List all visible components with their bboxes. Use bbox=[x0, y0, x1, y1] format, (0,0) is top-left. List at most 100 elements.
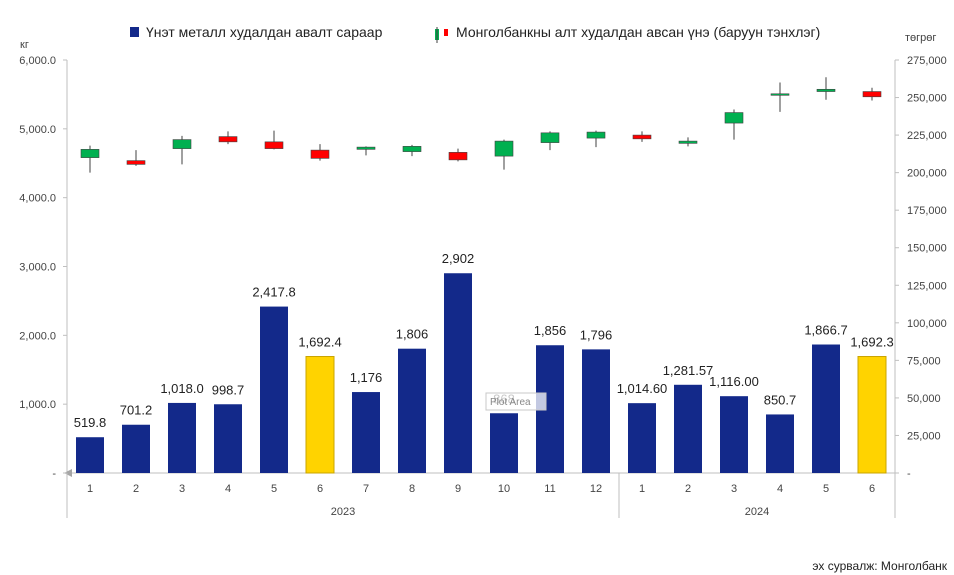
plot-area-tooltip: Plot Area bbox=[485, 392, 547, 411]
bar-value-label: 2,417.8 bbox=[252, 285, 295, 300]
right-tick-label: 75,000 bbox=[907, 355, 941, 367]
x-tick-label: 12 bbox=[590, 483, 602, 495]
bar-value-label: 850.7 bbox=[764, 392, 797, 407]
right-tick-label: 125,000 bbox=[907, 280, 947, 292]
right-tick-label: 100,000 bbox=[907, 318, 947, 330]
left-tick-label: 5,000.0 bbox=[19, 124, 56, 136]
right-axis-unit: төгрөг bbox=[905, 32, 936, 44]
candle-body bbox=[724, 112, 744, 124]
legend: Үнэт металл худалдан авалт сараар Монгол… bbox=[130, 24, 820, 43]
bar-value-label: 998.7 bbox=[212, 382, 245, 397]
right-tick-label: 200,000 bbox=[907, 168, 947, 180]
bar bbox=[168, 402, 196, 473]
left-tick-label: - bbox=[52, 468, 56, 480]
bar-value-label: 1,692.3 bbox=[850, 335, 893, 350]
bar-value-label: 1,866.7 bbox=[804, 323, 847, 338]
left-tick-label: 4,000.0 bbox=[19, 193, 56, 205]
candle-body bbox=[494, 140, 514, 157]
candlestick bbox=[310, 144, 330, 161]
bar bbox=[214, 404, 242, 473]
left-tick-label: 6,000.0 bbox=[19, 55, 56, 67]
bar bbox=[398, 348, 426, 473]
candle-body bbox=[540, 132, 560, 143]
bar-value-label: 1,856 bbox=[534, 323, 567, 338]
candle-body bbox=[310, 149, 330, 159]
legend-bar-label: Үнэт металл худалдан авалт сараар bbox=[146, 24, 383, 40]
x-tick-label: 1 bbox=[639, 483, 645, 495]
right-tick-label: 250,000 bbox=[907, 93, 947, 105]
candle-body bbox=[80, 149, 100, 158]
candlestick bbox=[678, 137, 698, 147]
candlestick bbox=[586, 130, 606, 148]
candlestick bbox=[402, 144, 422, 157]
bar bbox=[812, 344, 840, 473]
candlestick bbox=[816, 77, 836, 100]
bar bbox=[720, 396, 748, 473]
legend-candle-label: Монголбанкны алт худалдан авсан үнэ (бар… bbox=[456, 24, 820, 40]
left-axis-unit: кг bbox=[20, 39, 29, 51]
bar bbox=[628, 403, 656, 473]
candle-body bbox=[126, 160, 146, 165]
x-tick-label: 7 bbox=[363, 483, 369, 495]
bar bbox=[444, 273, 472, 473]
x-tick-label: 11 bbox=[544, 483, 555, 495]
bar bbox=[766, 414, 794, 473]
legend-candle-icon bbox=[435, 27, 448, 43]
bar-value-label: 1,692.4 bbox=[298, 335, 341, 350]
candlestick bbox=[126, 150, 146, 166]
x-tick-label: 4 bbox=[225, 483, 231, 495]
bar-value-label: 1,116.00 bbox=[709, 374, 759, 389]
candle-body bbox=[632, 134, 652, 140]
bar bbox=[260, 306, 288, 473]
x-tick-label: 10 bbox=[498, 483, 510, 495]
candlestick bbox=[724, 109, 744, 140]
left-axis-ticks: - 1,000.0 2,000.0 3,000.0 4,000.0 5,000.0 6,00… bbox=[19, 55, 67, 480]
candle-body bbox=[402, 146, 422, 152]
candle-body bbox=[816, 88, 836, 92]
candlestick-series bbox=[80, 77, 882, 173]
candle-body bbox=[172, 139, 192, 149]
axis-arrow-icon bbox=[64, 469, 72, 477]
candlestick bbox=[540, 131, 560, 151]
bar bbox=[490, 413, 518, 473]
candlestick bbox=[448, 148, 468, 162]
bar-value-label: 1,176 bbox=[350, 370, 383, 385]
right-tick-label: 175,000 bbox=[907, 205, 947, 217]
x-tick-label: 3 bbox=[179, 483, 185, 495]
x-tick-label: 5 bbox=[823, 483, 829, 495]
x-tick-label: 1 bbox=[87, 483, 93, 495]
candlestick bbox=[494, 139, 514, 170]
bar bbox=[305, 356, 335, 474]
left-tick-label: 2,000.0 bbox=[19, 330, 56, 342]
candle-body bbox=[678, 140, 698, 144]
legend-bar-swatch bbox=[130, 27, 139, 37]
right-axis-ticks: - 25,000 50,000 75,000 100,000 125,000 150,000… bbox=[895, 55, 947, 480]
x-axis-ticks: 1 2 3 4 5 6 7 8 9 10 11 12 1 2 3 4 5 6 bbox=[87, 483, 875, 495]
year-label: 2024 bbox=[745, 506, 769, 518]
bar-value-label: 1,014.60 bbox=[617, 381, 668, 396]
x-tick-label: 9 bbox=[455, 483, 461, 495]
source-note: эх сурвалж: Монголбанк bbox=[812, 559, 947, 573]
x-tick-label: 5 bbox=[271, 483, 277, 495]
bar bbox=[674, 384, 702, 473]
candle-body bbox=[218, 136, 238, 143]
candlestick bbox=[264, 130, 284, 150]
left-tick-label: 1,000.0 bbox=[19, 399, 56, 411]
candle-body bbox=[356, 146, 376, 150]
x-tick-label: 4 bbox=[777, 483, 783, 495]
x-tick-label: 6 bbox=[869, 483, 875, 495]
bar-value-label: 701.2 bbox=[120, 403, 153, 418]
bar-value-label: 519.8 bbox=[74, 415, 107, 430]
candlestick bbox=[862, 87, 882, 101]
x-tick-label: 2 bbox=[685, 483, 691, 495]
candlestick bbox=[218, 131, 238, 145]
candle-body bbox=[862, 91, 882, 98]
x-tick-label: 2 bbox=[133, 483, 139, 495]
year-label: 2023 bbox=[331, 506, 355, 518]
bar-value-label: 1,018.0 bbox=[160, 381, 203, 396]
bar-value-label: 2,902 bbox=[442, 251, 475, 266]
candle-body bbox=[448, 152, 468, 161]
bar-value-label: 1,806 bbox=[396, 327, 429, 342]
right-tick-label: 25,000 bbox=[907, 430, 941, 442]
